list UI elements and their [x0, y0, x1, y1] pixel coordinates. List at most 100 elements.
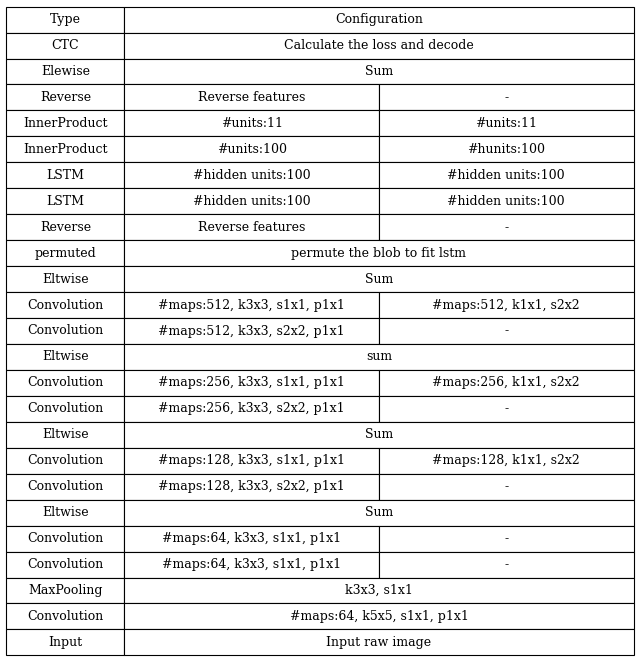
Text: InnerProduct: InnerProduct	[23, 117, 108, 130]
Bar	[124, 526, 379, 551]
Text: Eltwise: Eltwise	[42, 350, 89, 363]
Bar	[6, 32, 124, 58]
Text: Convolution: Convolution	[28, 402, 104, 415]
Bar	[6, 188, 124, 214]
Text: #units:11: #units:11	[476, 117, 537, 130]
Bar	[6, 474, 124, 500]
Text: #hidden units:100: #hidden units:100	[447, 195, 565, 208]
Text: Sum: Sum	[365, 428, 393, 442]
Text: MaxPooling: MaxPooling	[28, 584, 102, 597]
Bar	[6, 370, 124, 396]
Bar	[124, 630, 634, 655]
Bar	[6, 85, 124, 111]
Text: #hidden units:100: #hidden units:100	[447, 169, 565, 182]
Text: #maps:64, k5x5, s1x1, p1x1: #maps:64, k5x5, s1x1, p1x1	[289, 610, 468, 623]
Bar	[379, 526, 634, 551]
Text: Convolution: Convolution	[28, 558, 104, 571]
Text: #units:11: #units:11	[221, 117, 283, 130]
Bar	[124, 370, 379, 396]
Bar	[379, 188, 634, 214]
Bar	[379, 292, 634, 318]
Text: Eltwise: Eltwise	[42, 428, 89, 442]
Bar	[6, 292, 124, 318]
Bar	[124, 604, 634, 630]
Text: #maps:64, k3x3, s1x1, p1x1: #maps:64, k3x3, s1x1, p1x1	[162, 532, 341, 545]
Text: #maps:128, k3x3, s1x1, p1x1: #maps:128, k3x3, s1x1, p1x1	[158, 454, 345, 467]
Text: #hunits:100: #hunits:100	[467, 143, 545, 156]
Bar	[6, 7, 124, 32]
Bar	[6, 551, 124, 577]
Bar	[124, 7, 634, 32]
Bar	[379, 111, 634, 136]
Text: -: -	[504, 220, 508, 234]
Text: #maps:256, k3x3, s1x1, p1x1: #maps:256, k3x3, s1x1, p1x1	[158, 377, 345, 389]
Text: Elewise: Elewise	[41, 65, 90, 78]
Text: -: -	[504, 532, 508, 545]
Bar	[124, 318, 379, 344]
Text: Sum: Sum	[365, 65, 393, 78]
Bar	[124, 551, 379, 577]
Bar	[379, 85, 634, 111]
Text: Eltwise: Eltwise	[42, 273, 89, 285]
Text: Input: Input	[48, 636, 83, 649]
Bar	[124, 266, 634, 292]
Bar	[124, 474, 379, 500]
Text: sum: sum	[366, 350, 392, 363]
Bar	[124, 111, 379, 136]
Text: Reverse: Reverse	[40, 91, 91, 104]
Bar	[379, 370, 634, 396]
Text: Sum: Sum	[365, 506, 393, 519]
Bar	[124, 396, 379, 422]
Bar	[379, 448, 634, 474]
Text: #maps:64, k3x3, s1x1, p1x1: #maps:64, k3x3, s1x1, p1x1	[162, 558, 341, 571]
Text: permuted: permuted	[35, 247, 96, 260]
Bar	[6, 526, 124, 551]
Bar	[124, 136, 379, 162]
Bar	[124, 344, 634, 370]
Bar	[379, 551, 634, 577]
Bar	[124, 85, 379, 111]
Text: #maps:512, k1x1, s2x2: #maps:512, k1x1, s2x2	[433, 299, 580, 312]
Bar	[379, 214, 634, 240]
Text: Convolution: Convolution	[28, 377, 104, 389]
Text: Convolution: Convolution	[28, 454, 104, 467]
Bar	[124, 448, 379, 474]
Text: permute the blob to fit lstm: permute the blob to fit lstm	[291, 247, 467, 260]
Text: k3x3, s1x1: k3x3, s1x1	[345, 584, 413, 597]
Bar	[6, 500, 124, 526]
Text: Convolution: Convolution	[28, 480, 104, 493]
Text: #maps:256, k1x1, s2x2: #maps:256, k1x1, s2x2	[433, 377, 580, 389]
Text: #maps:512, k3x3, s2x2, p1x1: #maps:512, k3x3, s2x2, p1x1	[158, 324, 345, 338]
Text: Convolution: Convolution	[28, 299, 104, 312]
Text: #maps:512, k3x3, s1x1, p1x1: #maps:512, k3x3, s1x1, p1x1	[158, 299, 345, 312]
Text: Input raw image: Input raw image	[326, 636, 431, 649]
Text: Reverse features: Reverse features	[198, 220, 305, 234]
Text: -: -	[504, 480, 508, 493]
Bar	[124, 214, 379, 240]
Bar	[6, 162, 124, 188]
Bar	[379, 318, 634, 344]
Text: CTC: CTC	[52, 39, 79, 52]
Text: #maps:128, k1x1, s2x2: #maps:128, k1x1, s2x2	[433, 454, 580, 467]
Bar	[6, 448, 124, 474]
Bar	[6, 240, 124, 266]
Text: #hidden units:100: #hidden units:100	[193, 195, 310, 208]
Text: #hidden units:100: #hidden units:100	[193, 169, 310, 182]
Bar	[6, 630, 124, 655]
Text: LSTM: LSTM	[46, 169, 84, 182]
Text: Type: Type	[50, 13, 81, 26]
Text: -: -	[504, 402, 508, 415]
Bar	[124, 500, 634, 526]
Bar	[124, 577, 634, 604]
Text: -: -	[504, 558, 508, 571]
Text: Convolution: Convolution	[28, 324, 104, 338]
Text: InnerProduct: InnerProduct	[23, 143, 108, 156]
Bar	[6, 577, 124, 604]
Text: #maps:256, k3x3, s2x2, p1x1: #maps:256, k3x3, s2x2, p1x1	[158, 402, 345, 415]
Text: Reverse: Reverse	[40, 220, 91, 234]
Text: LSTM: LSTM	[46, 195, 84, 208]
Text: #maps:128, k3x3, s2x2, p1x1: #maps:128, k3x3, s2x2, p1x1	[158, 480, 345, 493]
Text: Convolution: Convolution	[28, 610, 104, 623]
Text: #units:100: #units:100	[216, 143, 287, 156]
Bar	[124, 240, 634, 266]
